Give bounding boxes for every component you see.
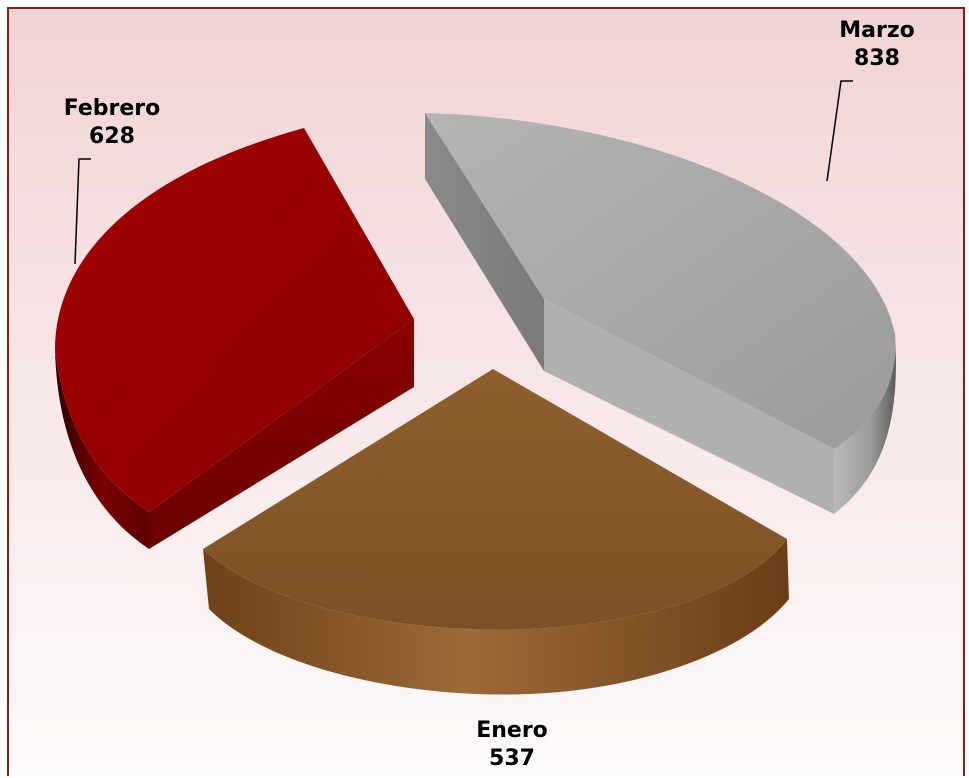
- data-label-category-marzo: Marzo: [839, 18, 915, 43]
- data-label-value-febrero: 628: [89, 124, 135, 149]
- slice-top-face: [425, 113, 896, 449]
- slice-side-face: [203, 539, 789, 695]
- data-label-category-febrero: Febrero: [64, 96, 161, 121]
- slice-side-face: [834, 334, 896, 514]
- data-label-value-marzo: 838: [854, 46, 900, 71]
- pie-slice-febrero: [55, 128, 414, 549]
- slice-top-face: [55, 128, 414, 512]
- chart-frame: Enero 537 Febrero 628 Marzo 838: [7, 7, 965, 776]
- data-label-value-enero: 537: [489, 746, 535, 771]
- pie-slice-enero: [203, 369, 789, 695]
- slice-side-face: [55, 349, 149, 549]
- pie-slice-marzo: [425, 113, 896, 514]
- slice-cut-face: [425, 113, 544, 371]
- pie-chart: Enero 537 Febrero 628 Marzo 838: [55, 18, 915, 771]
- leader-line-febrero: [74, 158, 91, 265]
- leader-line-marzo: [826, 80, 853, 182]
- data-label-category-enero: Enero: [476, 718, 548, 743]
- slice-inner-face: [149, 319, 414, 549]
- slice-inner-face: [544, 299, 834, 514]
- slice-top-face: [203, 369, 787, 630]
